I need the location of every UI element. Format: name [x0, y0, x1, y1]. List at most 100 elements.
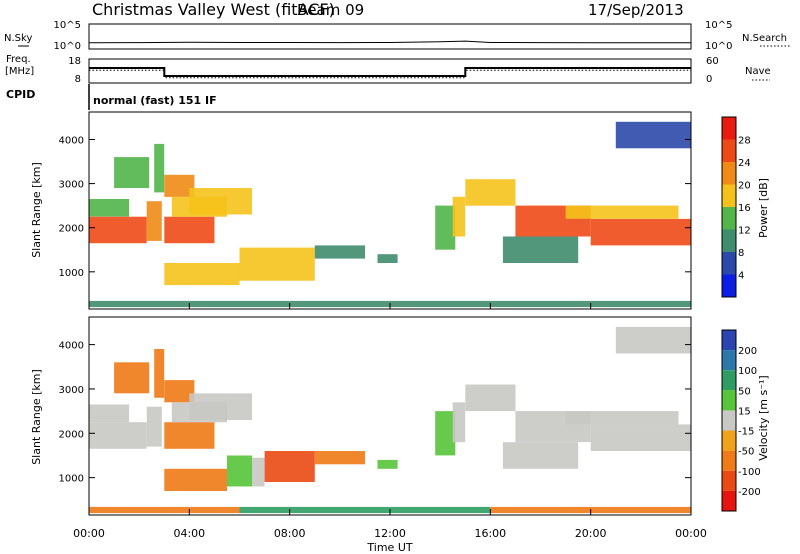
power-region-20 — [615, 121, 692, 149]
x-axis-label: Time UT — [366, 541, 412, 554]
power-colorbar-swatch-5 — [722, 162, 736, 185]
time-axis: 00:00 04:00 08:00 12:00 16:00 20:00 00:00 — [73, 303, 707, 540]
power-ytick-label-3: 4000 — [59, 135, 84, 146]
nave-tick-bottom: 0 — [706, 74, 712, 85]
velocity-colorbar-swatch-4 — [722, 410, 736, 431]
power-region-2 — [114, 157, 150, 188]
velocity-region-22 — [615, 326, 692, 354]
noise-series-line — [88, 40, 691, 44]
velocity-region-16 — [452, 402, 466, 443]
velocity-colorbar-label: Velocity [m s⁻¹] — [757, 375, 770, 460]
power-region-10 — [239, 247, 315, 281]
velocity-region-24 — [239, 506, 491, 514]
velocity-y-axis: 1000 2000 3000 4000 — [59, 341, 691, 485]
velocity-colorbar-tick-1: 100 — [738, 366, 757, 377]
power-ytick-label-0: 1000 — [59, 268, 84, 279]
velocity-region-10 — [227, 455, 253, 487]
velocity-region-6 — [164, 380, 195, 403]
power-colorbar-tick-5: 24 — [738, 158, 751, 169]
nsearch-tick-top: 10^5 — [705, 20, 732, 31]
velocity-region-23 — [89, 506, 240, 514]
power-y-axis: 1000 2000 3000 4000 — [59, 135, 691, 279]
velocity-colorbar-swatch-5 — [722, 430, 736, 451]
freq-label-line2: [MHz] — [5, 66, 34, 77]
freq-tick-bottom: 8 — [75, 74, 81, 85]
velocity-colorbar-swatch-3 — [722, 390, 736, 411]
velocity-colorbar-tick-4: -15 — [738, 427, 754, 438]
power-heatmap — [89, 121, 692, 308]
velocity-region-20 — [502, 442, 579, 469]
velocity-colorbar-tick-5: -50 — [738, 447, 754, 458]
power-region-6 — [164, 174, 195, 197]
power-region-14 — [452, 196, 466, 237]
velocity-ytick-label-3: 4000 — [59, 341, 84, 352]
velocity-colorbar-swatch-7 — [722, 470, 736, 491]
power-region-0 — [89, 216, 147, 244]
velocity-region-12 — [264, 451, 315, 482]
power-colorbar-swatch-2 — [722, 229, 736, 252]
velocity-colorbar-tick-7: -200 — [738, 487, 761, 498]
velocity-colorbar: 200 100 50 15 -15 -50 -100 -200 — [722, 330, 761, 511]
nsky-tick-top: 10^5 — [54, 20, 81, 31]
x-tick-label-2: 08:00 — [274, 527, 306, 540]
velocity-region-13 — [314, 451, 365, 465]
x-tick-label-0: 00:00 — [73, 527, 105, 540]
station-title: Christmas Valley West (fitACF) — [92, 0, 335, 19]
power-colorbar-swatch-4 — [722, 184, 736, 207]
nave-tick-top: 60 — [706, 56, 719, 67]
nave-label: Nave — [745, 66, 771, 77]
velocity-colorbar-swatch-6 — [722, 450, 736, 471]
power-ytick-label-2: 3000 — [59, 180, 84, 191]
power-region-1 — [89, 199, 130, 217]
power-region-18 — [502, 236, 579, 263]
power-region-13 — [435, 205, 456, 250]
velocity-colorbar-swatch-1 — [722, 350, 736, 371]
power-colorbar-swatch-0 — [722, 274, 736, 297]
velocity-region-9 — [164, 468, 227, 491]
freq-panel-frame — [88, 58, 692, 84]
power-colorbar-tick-0: 4 — [738, 271, 744, 282]
velocity-region-19 — [590, 424, 691, 451]
velocity-heatmap — [89, 326, 692, 514]
power-ylabel: Slant Range [km] — [30, 162, 43, 258]
velocity-region-14 — [377, 459, 398, 469]
velocity-region-21 — [565, 411, 679, 425]
x-tick-label-5: 20:00 — [575, 527, 607, 540]
velocity-region-8 — [189, 393, 252, 420]
x-tick-label-6: 00:00 — [675, 527, 707, 540]
power-colorbar-swatch-6 — [722, 139, 736, 162]
freq-series-line — [89, 67, 691, 77]
velocity-ylabel: Slant Range [km] — [30, 369, 43, 465]
velocity-region-2 — [114, 362, 150, 394]
freq-label-line1: Freq. — [6, 54, 31, 65]
velocity-region-17 — [465, 384, 516, 412]
velocity-colorbar-tick-6: -100 — [738, 467, 761, 478]
nsky-tick-bottom: 10^0 — [54, 41, 81, 52]
x-tick-label-3: 12:00 — [374, 527, 406, 540]
power-region-19 — [565, 205, 679, 219]
power-ytick-label-1: 2000 — [59, 224, 84, 235]
power-colorbar-tick-1: 8 — [738, 248, 744, 259]
power-colorbar-tick-6: 28 — [738, 136, 751, 147]
power-region-11 — [314, 245, 365, 259]
velocity-ytick-label-0: 1000 — [59, 474, 84, 485]
velocity-ytick-label-1: 2000 — [59, 429, 84, 440]
power-region-8 — [189, 188, 252, 215]
power-region-17 — [590, 218, 691, 246]
power-region-15 — [465, 179, 516, 206]
power-colorbar-swatch-1 — [722, 252, 736, 275]
power-colorbar: 4 8 12 16 20 24 28 — [722, 117, 751, 297]
velocity-colorbar-tick-2: 50 — [738, 386, 751, 397]
power-colorbar-tick-2: 12 — [738, 226, 751, 237]
velocity-colorbar-swatch-8 — [722, 490, 736, 511]
nsky-label: N.Sky — [4, 33, 32, 44]
power-region-4 — [154, 143, 165, 193]
velocity-region-4 — [154, 349, 165, 398]
date-label: 17/Sep/2013 — [588, 1, 684, 19]
cpid-value: normal (fast) 151 IF — [93, 94, 217, 107]
cpid-label: CPID — [6, 88, 35, 101]
velocity-region-11 — [252, 457, 265, 487]
x-tick-label-4: 16:00 — [474, 527, 506, 540]
nsearch-tick-bottom: 10^0 — [705, 41, 732, 52]
